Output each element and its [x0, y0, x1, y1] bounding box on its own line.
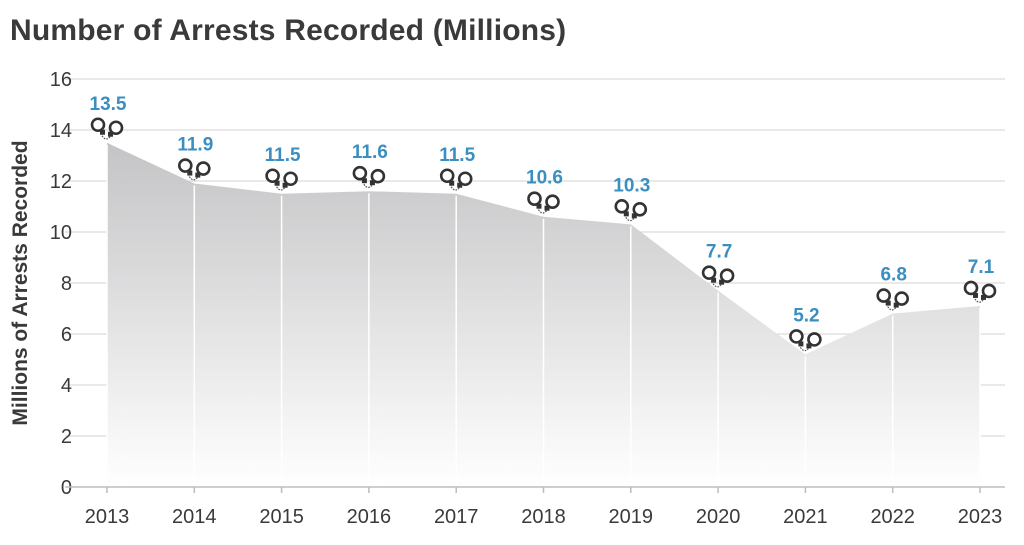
x-tick-label: 2014 [172, 506, 217, 528]
handcuffs-icon [963, 280, 997, 303]
x-tick-label: 2016 [347, 506, 392, 528]
data-label: 11.6 [352, 142, 388, 163]
data-label: 11.9 [177, 135, 213, 156]
y-tick-label: 4 [61, 375, 72, 397]
y-tick-label: 2 [61, 426, 72, 448]
handcuffs-icon [352, 165, 386, 189]
handcuffs-icon [789, 329, 822, 352]
data-label: 10.6 [526, 168, 563, 189]
x-tick-label: 2022 [870, 506, 915, 528]
handcuff-markers [90, 117, 997, 352]
handcuffs-icon [876, 288, 910, 311]
data-label: 6.8 [880, 265, 906, 286]
x-tick-label: 2018 [521, 506, 566, 528]
data-labels: 13.5 11.9 11.5 11.6 11.5 10.6 10.3 7.7 5.2 6.8 7.1 [90, 94, 995, 327]
y-tick-label: 10 [50, 222, 72, 244]
x-tick-label: 2015 [259, 506, 304, 528]
data-label: 11.5 [265, 145, 301, 166]
handcuffs-icon [614, 199, 648, 222]
x-tick-label: 2021 [783, 506, 828, 528]
data-label: 11.5 [439, 145, 475, 166]
x-tick-label: 2019 [609, 506, 654, 528]
axes: 0 2 4 6 8 10 12 14 16 2013 2014 2015 2016 2017 2018 201… [50, 69, 1005, 528]
handcuffs-icon [90, 117, 124, 140]
handcuffs-icon [178, 158, 211, 181]
handcuffs-icon [701, 265, 735, 288]
data-label: 5.2 [793, 305, 819, 326]
y-tick-label: 8 [61, 273, 72, 295]
chart-title: Number of Arrests Recorded (Millions) [10, 14, 567, 47]
handcuffs-icon [439, 168, 473, 191]
x-tick-label: 2023 [958, 506, 1003, 528]
y-tick-label: 14 [50, 120, 72, 142]
y-tick-label: 16 [50, 69, 72, 91]
handcuffs-icon [265, 168, 298, 191]
drop-lines [106, 144, 981, 487]
y-axis-title: Millions of Arrests Recorded [9, 140, 32, 425]
data-label: 7.1 [968, 257, 995, 278]
y-tick-label: 12 [50, 171, 72, 193]
data-label: 13.5 [90, 94, 127, 115]
data-label: 10.3 [613, 175, 650, 196]
x-tick-label: 2017 [434, 506, 479, 528]
handcuffs-icon [527, 191, 560, 214]
data-label: 7.7 [706, 242, 732, 263]
x-tick-label: 2020 [696, 506, 741, 528]
y-tick-label: 6 [61, 324, 72, 346]
y-tick-label: 0 [61, 477, 72, 499]
x-tick-label: 2013 [85, 506, 130, 528]
